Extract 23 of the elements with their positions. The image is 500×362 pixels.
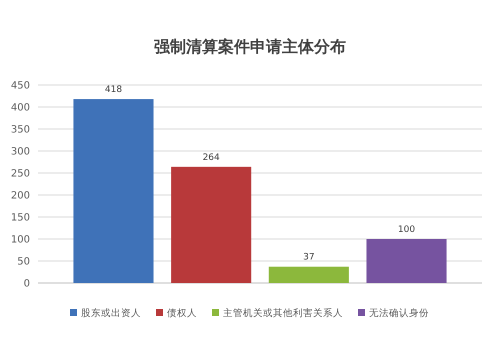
y-tick-label: 200 — [10, 190, 30, 202]
y-tick-label: 450 — [10, 80, 30, 92]
y-tick-label: 300 — [10, 146, 30, 158]
y-tick-label: 100 — [10, 234, 30, 246]
data-label: 100 — [398, 225, 416, 235]
y-tick-label: 50 — [17, 256, 30, 268]
legend-label: 股东或出资人 — [81, 307, 141, 319]
bar — [171, 166, 252, 283]
y-tick-label: 0 — [24, 278, 30, 290]
legend-label: 主管机关或其他利害关系人 — [223, 307, 343, 319]
bar — [366, 239, 447, 283]
data-label: 418 — [104, 85, 122, 96]
bar — [73, 99, 154, 283]
data-label: 37 — [303, 252, 315, 263]
chart-title: 强制清算案件申请主体分布 — [154, 37, 346, 56]
bar — [268, 266, 349, 283]
data-label: 264 — [202, 152, 220, 163]
y-tick-label: 400 — [10, 102, 30, 114]
legend-label: 债权人 — [167, 307, 197, 319]
y-tick-label: 350 — [10, 124, 30, 136]
legend-label: 无法确认身份 — [369, 307, 429, 319]
y-tick-label: 150 — [10, 212, 30, 224]
y-tick-label: 250 — [10, 168, 30, 180]
